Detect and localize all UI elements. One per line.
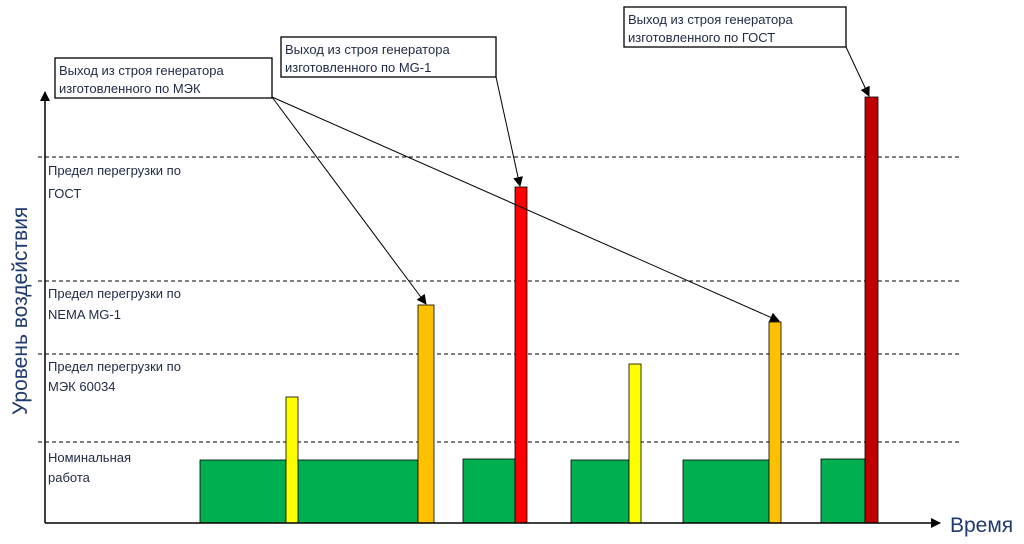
iec-limit-label-line2: МЭК 60034	[48, 379, 116, 394]
svg-text:изготовленного по МЭК: изготовленного по МЭК	[59, 81, 201, 96]
callout-gost-line1: Выход из строя генератора	[628, 12, 793, 27]
callout-nema-line2: изготовленного по MG-1	[285, 60, 431, 75]
svg-text:ГОСТ: ГОСТ	[48, 186, 81, 201]
surge-bar-yellow	[628, 363, 642, 524]
nominal-label-line1: Номинальная	[48, 450, 131, 465]
svg-text:Предел перегрузки по: Предел перегрузки по	[48, 359, 181, 374]
gost-limit-label-line1: Предел перегрузки по	[48, 163, 181, 178]
callout-arrow-iec	[271, 96, 427, 305]
gost-limit-label-line2: ГОСТ	[48, 186, 81, 201]
svg-text:работа: работа	[48, 470, 91, 485]
surge-bar-orange	[417, 304, 435, 524]
surge-bar-orange	[768, 321, 782, 524]
callout-iec-line2: изготовленного по МЭК	[59, 81, 201, 96]
svg-text:изготовленного по ГОСТ: изготовленного по ГОСТ	[628, 30, 775, 45]
svg-text:NEMA MG-1: NEMA MG-1	[48, 307, 121, 322]
callout-arrow-nema	[495, 76, 523, 187]
callout-arrow-gost	[845, 46, 870, 97]
callout-nema: Выход из строя генератора изготовленного…	[280, 36, 497, 78]
svg-text:Выход из строя генератора: Выход из строя генератора	[628, 12, 793, 27]
svg-text:МЭК 60034: МЭК 60034	[48, 379, 116, 394]
svg-text:Выход из строя генератора: Выход из строя генератора	[59, 63, 224, 78]
nema-limit-label-line1: Предел перегрузки по	[48, 286, 181, 301]
nominal-block	[820, 458, 866, 524]
surge-bar-red	[514, 186, 528, 524]
surge-bar-yellow	[285, 396, 299, 524]
svg-text:изготовленного по MG-1: изготовленного по MG-1	[285, 60, 431, 75]
nema-limit-label-line2: NEMA MG-1	[48, 307, 121, 322]
iec-limit-label-line1: Предел перегрузки по	[48, 359, 181, 374]
nominal-block	[462, 458, 516, 524]
callout-iec-line1: Выход из строя генератора	[59, 63, 224, 78]
svg-text:Предел перегрузки по: Предел перегрузки по	[48, 286, 181, 301]
callout-arrow-iec	[271, 96, 780, 322]
x-axis-title: Время	[950, 514, 1013, 537]
nominal-block	[682, 459, 770, 524]
callout-gost-line2: изготовленного по ГОСТ	[628, 30, 775, 45]
callout-nema-line1: Выход из строя генератора	[285, 42, 450, 57]
nominal-block	[570, 459, 630, 524]
svg-text:Выход из строя генератора: Выход из строя генератора	[285, 42, 450, 57]
callout-iec: Выход из строя генератора изготовленного…	[54, 57, 273, 99]
nominal-label-line2: работа	[48, 470, 91, 485]
svg-text:Номинальная: Номинальная	[48, 450, 131, 465]
svg-text:Предел перегрузки по: Предел перегрузки по	[48, 163, 181, 178]
surge-bar-darkred	[864, 96, 879, 524]
y-axis-title: Уровень воздействия	[9, 207, 32, 415]
callout-gost: Выход из строя генератора изготовленного…	[623, 6, 847, 48]
nominal-block	[199, 459, 419, 524]
